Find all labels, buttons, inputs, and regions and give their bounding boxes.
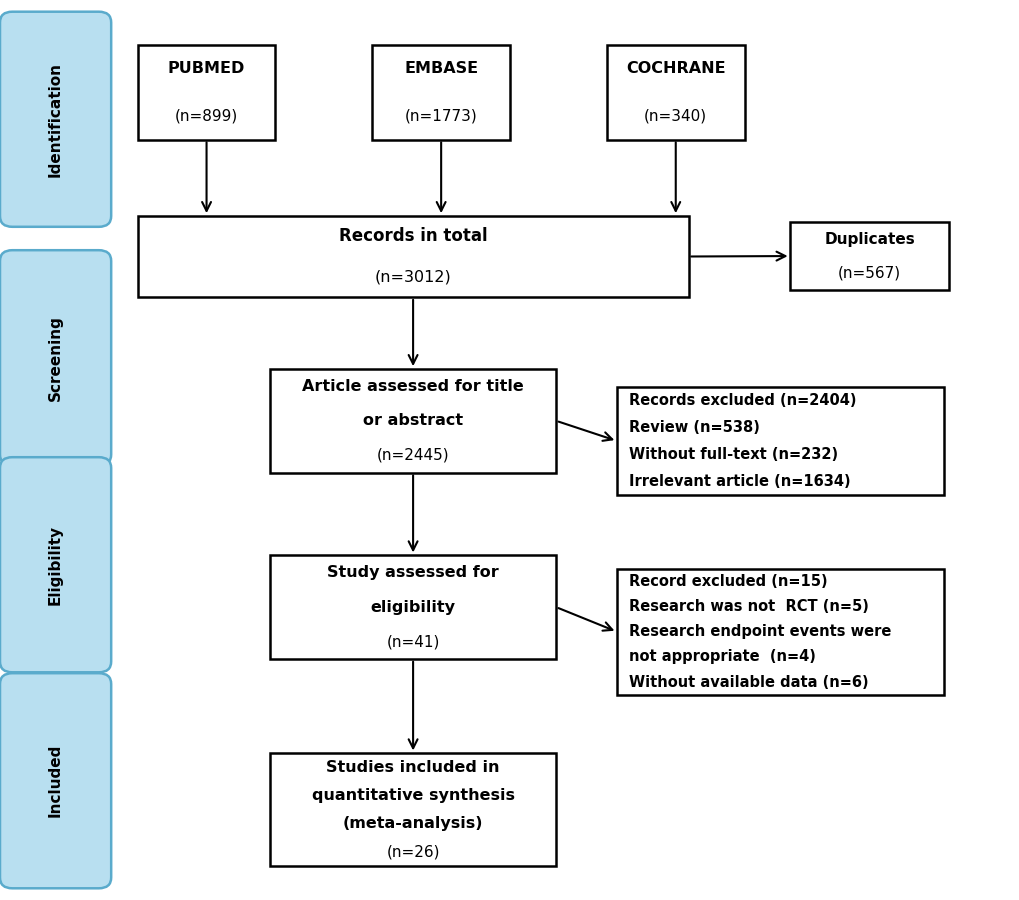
Text: eligibility: eligibility — [370, 599, 455, 615]
Bar — [606, 45, 744, 140]
Text: quantitative synthesis: quantitative synthesis — [311, 788, 515, 803]
Bar — [372, 45, 510, 140]
Text: PUBMED: PUBMED — [168, 61, 245, 76]
Text: not appropriate  (n=4): not appropriate (n=4) — [629, 650, 815, 664]
Text: Record excluded (n=15): Record excluded (n=15) — [629, 574, 827, 589]
Text: Research was not  RCT (n=5): Research was not RCT (n=5) — [629, 599, 868, 614]
Text: Research endpoint events were: Research endpoint events were — [629, 625, 891, 639]
Text: Identification: Identification — [48, 62, 63, 176]
Text: (n=26): (n=26) — [386, 844, 439, 860]
FancyBboxPatch shape — [0, 12, 111, 227]
Text: (n=899): (n=899) — [174, 108, 238, 123]
Bar — [270, 369, 555, 473]
FancyBboxPatch shape — [0, 457, 111, 672]
Text: Eligibility: Eligibility — [48, 525, 63, 605]
Text: Study assessed for: Study assessed for — [327, 565, 498, 581]
FancyBboxPatch shape — [0, 250, 111, 465]
Text: EMBASE: EMBASE — [404, 61, 478, 76]
Bar — [616, 569, 943, 695]
Bar — [616, 387, 943, 495]
Bar — [138, 216, 688, 297]
Text: (n=340): (n=340) — [644, 108, 706, 123]
Text: Without full-text (n=232): Without full-text (n=232) — [629, 447, 838, 462]
Bar — [270, 555, 555, 659]
Text: Records excluded (n=2404): Records excluded (n=2404) — [629, 393, 856, 408]
Text: or abstract: or abstract — [363, 413, 463, 428]
Bar — [138, 45, 275, 140]
Text: (n=1773): (n=1773) — [405, 108, 477, 123]
Text: Review (n=538): Review (n=538) — [629, 420, 759, 435]
Text: (n=567): (n=567) — [838, 266, 900, 281]
Bar — [270, 753, 555, 866]
Bar — [790, 222, 948, 290]
Text: Article assessed for title: Article assessed for title — [302, 379, 524, 394]
Text: Records in total: Records in total — [338, 227, 487, 245]
Text: (n=2445): (n=2445) — [376, 448, 449, 463]
Text: (meta-analysis): (meta-analysis) — [342, 816, 483, 831]
Text: (n=3012): (n=3012) — [374, 269, 451, 284]
Text: (n=41): (n=41) — [386, 634, 439, 649]
Text: Duplicates: Duplicates — [823, 231, 914, 247]
Text: Included: Included — [48, 744, 63, 817]
Text: Screening: Screening — [48, 315, 63, 400]
FancyBboxPatch shape — [0, 673, 111, 888]
Text: Studies included in: Studies included in — [326, 760, 499, 775]
Text: COCHRANE: COCHRANE — [626, 61, 725, 76]
Text: Without available data (n=6): Without available data (n=6) — [629, 675, 868, 689]
Text: Irrelevant article (n=1634): Irrelevant article (n=1634) — [629, 474, 850, 489]
